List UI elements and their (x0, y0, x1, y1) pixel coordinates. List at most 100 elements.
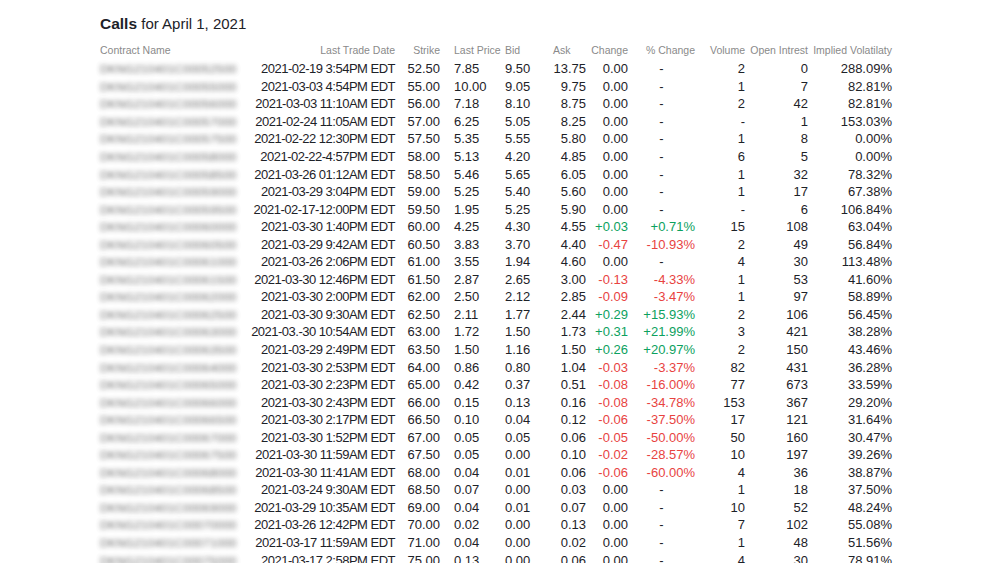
cell-last-price: 5.35 (440, 131, 486, 146)
cell-last-trade-date: 2021-03-30 2:00PM EDT (245, 289, 395, 304)
cell-contract-name[interactable]: DKNG210401C00056000 (100, 96, 245, 111)
cell-change: -0.05 (586, 430, 628, 445)
cell-volume: 6 (695, 149, 745, 164)
cell-contract-name[interactable]: DKNG210401C00064000 (100, 360, 245, 375)
contract-name-blurred-text: DKNG210401C00063000 (100, 326, 237, 338)
cell-ask: 0.06 (530, 430, 586, 445)
contract-name-blurred-text: DKNG210401C00075000 (100, 555, 237, 563)
cell-volume: 1 (695, 535, 745, 550)
cell-change: 0.00 (586, 61, 628, 76)
cell-open-interest: 421 (745, 324, 808, 339)
cell-open-interest: 102 (745, 517, 808, 532)
cell-last-price: 1.95 (440, 202, 486, 217)
cell-bid: 0.01 (486, 465, 530, 480)
cell-contract-name[interactable]: DKNG210401C00052500 (100, 61, 245, 76)
cell-implied-volatility: 153.03% (808, 114, 892, 129)
cell-last-trade-date: 2021-03-30 11:41AM EDT (245, 465, 395, 480)
cell-contract-name[interactable]: DKNG210401C00062500 (100, 307, 245, 322)
cell-last-price: 0.86 (440, 360, 486, 375)
contract-name-blurred-text: DKNG210401C00067000 (100, 432, 237, 444)
cell-bid: 3.70 (486, 237, 530, 252)
cell-implied-volatility: 78.32% (808, 167, 892, 182)
option-row: DKNG210401C000650002021-03-30 2:23PM EDT… (100, 376, 1000, 394)
cell-contract-name[interactable]: DKNG210401C00058500 (100, 167, 245, 182)
cell-contract-name[interactable]: DKNG210401C00061500 (100, 272, 245, 287)
cell-change: -0.06 (586, 465, 628, 480)
cell-bid: 4.30 (486, 219, 530, 234)
cell-ask: 9.75 (530, 79, 586, 94)
cell-contract-name[interactable]: DKNG210401C00067000 (100, 430, 245, 445)
cell-contract-name[interactable]: DKNG210401C00057000 (100, 114, 245, 129)
cell-strike: 57.00 (395, 114, 440, 129)
cell-implied-volatility: 38.28% (808, 324, 892, 339)
contract-name-blurred-text: DKNG210401C00068000 (100, 467, 237, 479)
cell-contract-name[interactable]: DKNG210401C00068000 (100, 465, 245, 480)
option-row: DKNG210401C000590002021-03-29 3:04PM EDT… (100, 183, 1000, 201)
contract-name-blurred-text: DKNG210401C00066500 (100, 414, 237, 426)
cell-last-trade-date: 2021-02-17-12:00PM EDT (245, 202, 395, 217)
cell-contract-name[interactable]: DKNG210401C00061000 (100, 254, 245, 269)
cell-contract-name[interactable]: DKNG210401C00063000 (100, 324, 245, 339)
cell-implied-volatility: 67.38% (808, 184, 892, 199)
col-header-contract-name: Contract Name (100, 44, 245, 56)
cell-change: -0.03 (586, 360, 628, 375)
cell-contract-name[interactable]: DKNG210401C00060000 (100, 219, 245, 234)
option-row: DKNG210401C000525002021-02-19 3:54PM EDT… (100, 60, 1000, 78)
cell-percent-change: - (628, 482, 695, 497)
cell-volume: 82 (695, 360, 745, 375)
contract-name-blurred-text: DKNG210401C00064000 (100, 362, 237, 374)
cell-contract-name[interactable]: DKNG210401C00062000 (100, 289, 245, 304)
cell-contract-name[interactable]: DKNG210401C00075000 (100, 553, 245, 563)
cell-strike: 63.50 (395, 342, 440, 357)
cell-contract-name[interactable]: DKNG210401C00066000 (100, 395, 245, 410)
cell-last-price: 0.04 (440, 535, 486, 550)
cell-contract-name[interactable]: DKNG210401C00059000 (100, 184, 245, 199)
cell-contract-name[interactable]: DKNG210401C00071000 (100, 535, 245, 550)
cell-contract-name[interactable]: DKNG210401C00066500 (100, 412, 245, 427)
cell-contract-name[interactable]: DKNG210401C00070000 (100, 517, 245, 532)
options-chain-page: Calls for April 1, 2021 Contract NameLas… (0, 0, 1000, 563)
cell-implied-volatility: 63.04% (808, 219, 892, 234)
cell-open-interest: 6 (745, 202, 808, 217)
cell-contract-name[interactable]: DKNG210401C00068500 (100, 482, 245, 497)
cell-contract-name[interactable]: DKNG210401C00055000 (100, 79, 245, 94)
cell-change: 0.00 (586, 184, 628, 199)
cell-open-interest: 52 (745, 500, 808, 515)
cell-contract-name[interactable]: DKNG210401C00063500 (100, 342, 245, 357)
cell-percent-change: -60.00% (628, 465, 695, 480)
cell-change: -0.47 (586, 237, 628, 252)
cell-open-interest: 0 (745, 61, 808, 76)
cell-volume: 3 (695, 324, 745, 339)
cell-volume: 1 (695, 289, 745, 304)
cell-last-trade-date: 2021-03-30 2:53PM EDT (245, 360, 395, 375)
cell-ask: 6.05 (530, 167, 586, 182)
cell-contract-name[interactable]: DKNG210401C00058000 (100, 149, 245, 164)
cell-bid: 5.25 (486, 202, 530, 217)
cell-volume: 4 (695, 553, 745, 563)
cell-bid: 0.80 (486, 360, 530, 375)
cell-bid: 0.01 (486, 500, 530, 515)
cell-last-trade-date: 2021-03.-30 10:54AM EDT (245, 324, 395, 339)
cell-contract-name[interactable]: DKNG210401C00065000 (100, 377, 245, 392)
contract-name-blurred-text: DKNG210401C00066000 (100, 397, 237, 409)
cell-contract-name[interactable]: DKNG210401C00067500 (100, 447, 245, 462)
cell-last-trade-date: 2021-03-24 9:30AM EDT (245, 482, 395, 497)
cell-last-price: 1.72 (440, 324, 486, 339)
cell-open-interest: 48 (745, 535, 808, 550)
cell-bid: 5.55 (486, 131, 530, 146)
cell-contract-name[interactable]: DKNG210401C00059500 (100, 202, 245, 217)
cell-ask: 0.02 (530, 535, 586, 550)
cell-contract-name[interactable]: DKNG210401C00057500 (100, 131, 245, 146)
cell-change: 0.00 (586, 79, 628, 94)
cell-implied-volatility: 48.24% (808, 500, 892, 515)
cell-contract-name[interactable]: DKNG210401C00060500 (100, 237, 245, 252)
cell-open-interest: 673 (745, 377, 808, 392)
cell-volume: 77 (695, 377, 745, 392)
contract-name-blurred-text: DKNG210401C00058500 (100, 169, 237, 181)
cell-strike: 70.00 (395, 517, 440, 532)
cell-contract-name[interactable]: DKNG210401C00069000 (100, 500, 245, 515)
cell-implied-volatility: 82.81% (808, 96, 892, 111)
cell-bid: 1.16 (486, 342, 530, 357)
cell-last-price: 7.85 (440, 61, 486, 76)
contract-name-blurred-text: DKNG210401C00068500 (100, 484, 237, 496)
